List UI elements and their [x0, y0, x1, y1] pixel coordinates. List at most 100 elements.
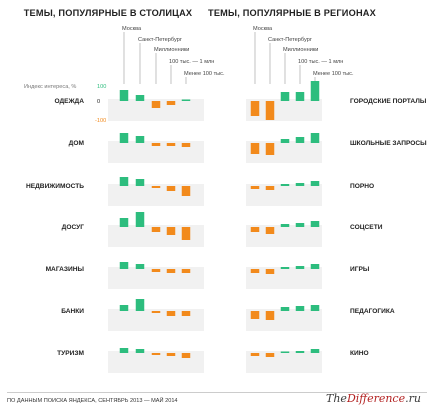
- bar: [265, 143, 275, 155]
- row-band: [246, 184, 322, 206]
- bar: [181, 311, 191, 316]
- bar: [135, 179, 145, 186]
- bar: [280, 224, 290, 227]
- bar: [265, 227, 275, 234]
- bar: [135, 264, 145, 269]
- city-label: Санкт-Петербург: [268, 37, 312, 43]
- bar: [135, 136, 145, 143]
- row-label: БАНКИ: [61, 308, 84, 315]
- bar: [280, 184, 290, 186]
- bar: [181, 353, 191, 358]
- bar: [151, 101, 161, 108]
- row-band: [108, 225, 204, 247]
- scale-bottom-label: -100: [95, 118, 106, 124]
- bar: [295, 183, 305, 186]
- brand-logo: TheDifference.ru: [326, 392, 421, 405]
- bar: [166, 143, 176, 146]
- city-label: Санкт-Петербург: [138, 37, 182, 43]
- brand-prefix: The: [326, 392, 347, 405]
- footer-divider: [7, 392, 427, 393]
- left-panel-title: ТЕМЫ, ПОПУЛЯРНЫЕ В СТОЛИЦАХ: [24, 8, 193, 18]
- row-band: [246, 309, 322, 331]
- bar: [166, 101, 176, 105]
- bar: [119, 262, 129, 269]
- bar: [135, 349, 145, 353]
- bar: [151, 353, 161, 355]
- bar: [181, 99, 191, 101]
- bar: [250, 311, 260, 319]
- bar: [166, 269, 176, 273]
- right-panel-title: ТЕМЫ, ПОПУЛЯРНЫЕ В РЕГИОНАХ: [208, 8, 377, 18]
- row-band: [246, 141, 322, 163]
- bar: [151, 269, 161, 272]
- bar: [166, 186, 176, 191]
- bar: [295, 351, 305, 353]
- bar: [166, 227, 176, 235]
- bar: [151, 311, 161, 313]
- bar: [295, 137, 305, 143]
- city-label: Менее 100 тыс.: [184, 71, 225, 77]
- bar: [166, 311, 176, 316]
- source-note: ПО ДАННЫМ ПОИСКА ЯНДЕКСА, СЕНТЯБРЬ 2013 …: [7, 398, 178, 404]
- bar: [135, 299, 145, 311]
- bar: [310, 221, 320, 227]
- bar: [181, 186, 191, 196]
- bar: [250, 353, 260, 356]
- row-band: [108, 351, 204, 373]
- city-label: Москва: [253, 26, 273, 32]
- bar: [250, 269, 260, 273]
- bar: [119, 177, 129, 186]
- bar: [310, 349, 320, 353]
- bar: [265, 269, 275, 274]
- city-label: Москва: [122, 26, 142, 32]
- bar: [310, 181, 320, 186]
- bar: [280, 351, 290, 353]
- row-label: НЕДВИЖИМОСТЬ: [26, 183, 84, 190]
- row-band: [108, 184, 204, 206]
- bar: [280, 267, 290, 269]
- bar: [119, 133, 129, 143]
- row-band: [246, 267, 322, 289]
- bar: [119, 348, 129, 353]
- bar: [295, 92, 305, 101]
- bar: [250, 227, 260, 232]
- row-label: ШКОЛЬНЫЕ ЗАПРОСЫ: [350, 140, 427, 147]
- row-label: ДОМ: [69, 140, 85, 147]
- scale-zero-label: 0: [97, 99, 100, 105]
- bar: [280, 307, 290, 311]
- row-label: ГОРОДСКИЕ ПОРТАЛЫ: [350, 98, 427, 105]
- bar: [295, 266, 305, 269]
- bar: [310, 133, 320, 143]
- bar: [265, 311, 275, 320]
- scale-axis-label: Индекс интереса, %: [24, 84, 76, 90]
- bar: [119, 305, 129, 311]
- row-label: ПОРНО: [350, 183, 374, 190]
- bar: [265, 353, 275, 357]
- bar: [119, 218, 129, 227]
- row-label: КИНО: [350, 350, 369, 357]
- city-label: Миллионники: [154, 47, 189, 53]
- bar: [265, 101, 275, 120]
- city-label: 100 тыс. — 1 млн: [169, 59, 214, 65]
- bar: [295, 306, 305, 311]
- bar: [119, 90, 129, 101]
- bar: [310, 305, 320, 311]
- bar: [181, 269, 191, 273]
- row-band: [246, 351, 322, 373]
- bar: [135, 95, 145, 101]
- bar: [310, 81, 320, 101]
- scale-top-label: 100: [97, 84, 106, 90]
- row-label: ДОСУГ: [62, 224, 85, 231]
- row-band: [108, 309, 204, 331]
- row-band: [246, 225, 322, 247]
- left-panel: Москва Санкт-Петербург Миллионники 100 тыс.…: [26, 26, 225, 373]
- bar: [181, 143, 191, 147]
- bar: [181, 227, 191, 240]
- city-label: 100 тыс. — 1 млн: [298, 59, 343, 65]
- bar: [280, 92, 290, 101]
- bar: [151, 227, 161, 232]
- row-band: [108, 267, 204, 289]
- row-label: ПЕДАГОГИКА: [350, 308, 395, 315]
- brand-suffix: .ru: [405, 392, 421, 405]
